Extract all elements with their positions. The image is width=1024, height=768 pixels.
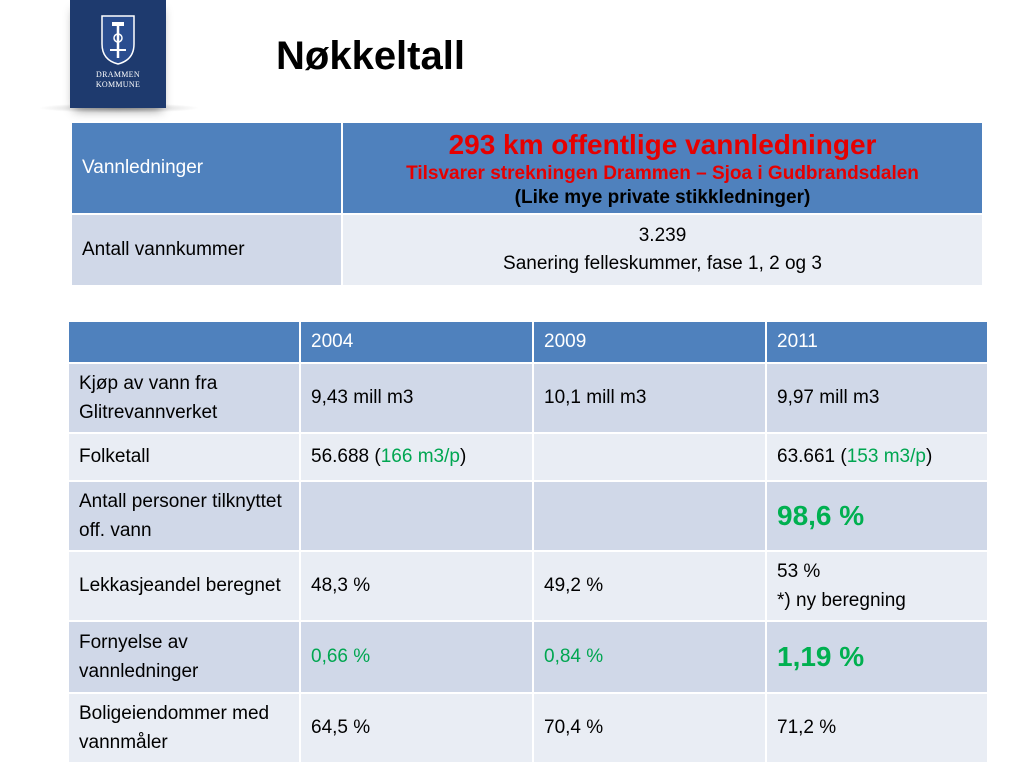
row-label: Boligeiendommer med vannmåler: [67, 692, 301, 764]
highlight-value: 1,19 %: [777, 641, 865, 673]
cell: 53 % *) ny beregning: [765, 550, 989, 622]
column-header: 2009: [532, 320, 767, 364]
manhole-count: 3.239: [638, 224, 687, 246]
row-label: Lekkasjeandel beregnet: [67, 550, 301, 622]
leak-value: 53 %: [777, 560, 821, 582]
highlight-value: 98,6 %: [777, 500, 865, 532]
cell: 48,3 %: [299, 550, 534, 622]
paren-close: ): [925, 446, 933, 468]
population-value: 63.661 (: [777, 446, 847, 468]
key-figures-table: 2004 2009 2011 Kjøp av vann fra Glitreva…: [67, 320, 989, 764]
cell: 98,6 %: [765, 480, 989, 552]
cell: 71,2 %: [765, 692, 989, 764]
cell: 9,97 mill m3: [765, 362, 989, 434]
cell: 64,5 %: [299, 692, 534, 764]
column-header: 2011: [765, 320, 989, 364]
cell: 9,43 mill m3: [299, 362, 534, 434]
summary-value: 3.239 Sanering felleskummer, fase 1, 2 o…: [341, 213, 984, 287]
cell: 63.661 (153 m3/p): [765, 432, 989, 482]
pipe-length-note: (Like mye private stikkledninger): [514, 186, 811, 208]
population-value: 56.688 (: [311, 446, 381, 468]
cell: 0,66 %: [299, 620, 534, 694]
summary-value: 293 km offentlige vannledninger Tilsvare…: [341, 121, 984, 215]
cell: 10,1 mill m3: [532, 362, 767, 434]
drammen-kommune-logo: DRAMMEN KOMMUNE: [70, 0, 166, 108]
cell: [299, 480, 534, 552]
row-label: Antall personer tilknyttet off. vann: [67, 480, 301, 552]
cell: 70,4 %: [532, 692, 767, 764]
table-header-row: 2004 2009 2011: [67, 320, 989, 364]
summary-row-vannledninger: Vannledninger 293 km offentlige vannledn…: [70, 121, 984, 215]
cell: [532, 432, 767, 482]
page-title: Nøkkeltall: [276, 34, 465, 78]
column-header: 2004: [299, 320, 534, 364]
per-capita-value: 153 m3/p: [846, 446, 926, 468]
leak-note: *) ny beregning: [777, 590, 906, 611]
summary-label: Vannledninger: [70, 121, 343, 215]
pipe-length-comparison: Tilsvarer strekningen Drammen – Sjoa i G…: [406, 162, 919, 184]
table-row: Fornyelse av vannledninger 0,66 % 0,84 %…: [67, 620, 989, 694]
column-header: [67, 320, 301, 364]
logo-text-line1: DRAMMEN: [96, 70, 140, 79]
per-capita-value: 166 m3/p: [380, 446, 460, 468]
cell: 56.688 (166 m3/p): [299, 432, 534, 482]
paren-close: ): [459, 446, 467, 468]
manhole-note: Sanering felleskummer, fase 1, 2 og 3: [503, 253, 822, 274]
cell: 1,19 %: [765, 620, 989, 694]
summary-row-vannkummer: Antall vannkummer 3.239 Sanering fellesk…: [70, 213, 984, 287]
pipe-length-headline: 293 km offentlige vannledninger: [448, 128, 877, 160]
cell: 49,2 %: [532, 550, 767, 622]
table-row: Kjøp av vann fra Glitrevannverket 9,43 m…: [67, 362, 989, 434]
logo-text-line2: KOMMUNE: [95, 80, 141, 89]
row-label: Fornyelse av vannledninger: [67, 620, 301, 694]
table-row: Folketall 56.688 (166 m3/p) 63.661 (153 …: [67, 432, 989, 482]
coat-of-arms-icon: [101, 15, 135, 65]
row-label: Kjøp av vann fra Glitrevannverket: [67, 362, 301, 434]
summary-table: Vannledninger 293 km offentlige vannledn…: [70, 121, 984, 287]
row-label: Folketall: [67, 432, 301, 482]
table-row: Lekkasjeandel beregnet 48,3 % 49,2 % 53 …: [67, 550, 989, 622]
summary-label: Antall vannkummer: [70, 213, 343, 287]
table-row: Boligeiendommer med vannmåler 64,5 % 70,…: [67, 692, 989, 764]
renewal-value: 0,66 %: [311, 646, 371, 668]
cell: [532, 480, 767, 552]
logo-shadow: [38, 103, 200, 113]
table-row: Antall personer tilknyttet off. vann 98,…: [67, 480, 989, 552]
cell: 0,84 %: [532, 620, 767, 694]
renewal-value: 0,84 %: [544, 646, 604, 668]
